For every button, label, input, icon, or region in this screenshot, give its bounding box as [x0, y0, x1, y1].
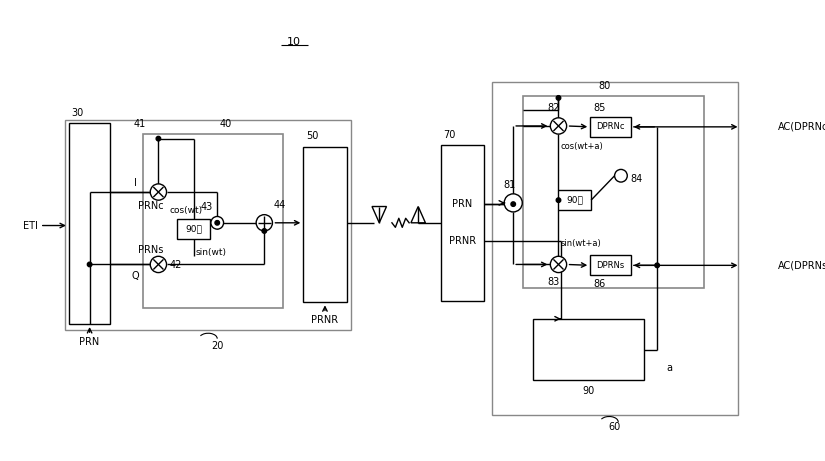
Text: 30: 30	[72, 108, 84, 118]
Circle shape	[215, 220, 219, 225]
Text: 82: 82	[548, 103, 560, 113]
Bar	[523, 96, 705, 288]
Circle shape	[550, 256, 567, 272]
Bar	[143, 134, 283, 308]
Circle shape	[556, 95, 561, 100]
Text: 83: 83	[548, 277, 560, 287]
Text: 20: 20	[211, 341, 224, 351]
Text: cos(wt): cos(wt)	[169, 206, 202, 215]
Text: a: a	[666, 363, 672, 372]
Text: 44: 44	[273, 200, 285, 210]
Circle shape	[150, 184, 167, 200]
Text: 90: 90	[582, 386, 595, 396]
Bar	[590, 117, 631, 137]
Circle shape	[556, 198, 561, 202]
Circle shape	[615, 169, 627, 182]
Circle shape	[150, 256, 167, 272]
Text: DPRNs: DPRNs	[596, 261, 625, 270]
Circle shape	[87, 262, 92, 267]
Bar	[492, 82, 738, 415]
Text: PRNs: PRNs	[138, 245, 163, 255]
Text: cos(wt+a): cos(wt+a)	[560, 142, 603, 151]
Text: 60: 60	[609, 422, 620, 432]
Text: 10: 10	[287, 37, 301, 47]
Text: PRN: PRN	[79, 337, 100, 347]
Bar	[304, 147, 346, 302]
Text: ETI: ETI	[23, 220, 38, 230]
Bar	[559, 190, 591, 210]
Bar	[68, 123, 111, 324]
Circle shape	[211, 217, 224, 229]
Text: 80: 80	[598, 81, 610, 91]
Circle shape	[156, 136, 161, 141]
Circle shape	[550, 118, 567, 134]
Text: sin(wt+a): sin(wt+a)	[560, 239, 601, 248]
Text: PRN: PRN	[452, 199, 473, 209]
Text: 90도: 90도	[566, 195, 583, 205]
Text: PRNR: PRNR	[449, 236, 476, 247]
Text: 41: 41	[134, 118, 146, 129]
Circle shape	[655, 263, 659, 268]
Bar	[590, 255, 631, 275]
Text: 42: 42	[169, 260, 182, 270]
Text: 81: 81	[503, 180, 516, 190]
Bar	[533, 319, 644, 380]
Text: DPRNc: DPRNc	[596, 122, 625, 131]
Circle shape	[262, 229, 266, 233]
Text: 70: 70	[444, 130, 456, 140]
Text: 86: 86	[593, 279, 605, 289]
Bar	[65, 119, 351, 330]
Text: PRNc: PRNc	[138, 201, 163, 211]
Text: 43: 43	[200, 202, 213, 212]
Bar	[441, 145, 484, 301]
Text: 50: 50	[306, 131, 318, 142]
Text: 85: 85	[593, 103, 606, 113]
Text: sin(wt): sin(wt)	[196, 248, 227, 257]
Text: 90도: 90도	[186, 225, 202, 234]
Text: 40: 40	[220, 118, 232, 129]
Circle shape	[256, 215, 272, 231]
Circle shape	[504, 194, 522, 212]
Bar	[177, 219, 210, 239]
Text: PRNR: PRNR	[311, 315, 338, 325]
Text: AC(DPRNc): AC(DPRNc)	[777, 122, 825, 132]
Circle shape	[511, 202, 516, 207]
Text: Q: Q	[132, 271, 139, 281]
Text: 84: 84	[630, 174, 642, 184]
Text: AC(DPRNs): AC(DPRNs)	[777, 260, 825, 270]
Text: I: I	[134, 177, 137, 188]
